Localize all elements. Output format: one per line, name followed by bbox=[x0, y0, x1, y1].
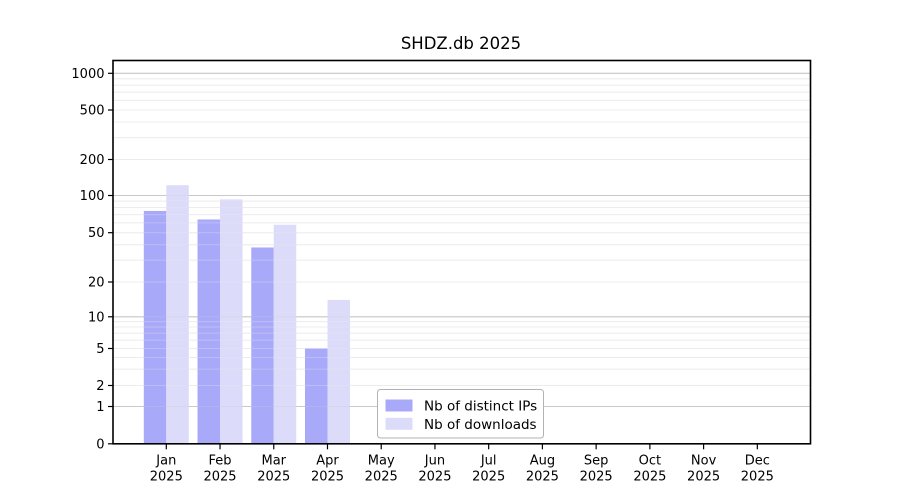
x-tick-label-year: 2025 bbox=[633, 470, 666, 485]
y-tick-label: 5 bbox=[96, 342, 104, 357]
y-tick-label: 500 bbox=[80, 104, 105, 119]
x-tick-label-month: Dec bbox=[745, 454, 770, 469]
x-tick-label-year: 2025 bbox=[526, 470, 559, 485]
legend-label-distinct-ips: Nb of distinct IPs bbox=[424, 399, 537, 415]
chart-title: SHDZ.db 2025 bbox=[401, 34, 521, 53]
bar-distinct-ips-apr bbox=[304, 348, 328, 444]
y-tick-label: 100 bbox=[80, 189, 105, 204]
y-tick-label: 10 bbox=[88, 310, 105, 325]
legend-swatch-distinct-ips bbox=[385, 399, 413, 412]
x-tick-label-year: 2025 bbox=[257, 470, 290, 485]
bar-distinct-ips-mar bbox=[251, 247, 274, 444]
x-tick-label-year: 2025 bbox=[687, 470, 720, 485]
x-tick-label-year: 2025 bbox=[472, 470, 505, 485]
x-tick-label-month: May bbox=[368, 454, 395, 469]
x-tick-label-year: 2025 bbox=[203, 470, 236, 485]
legend-swatch-downloads bbox=[385, 417, 413, 430]
x-tick-label-year: 2025 bbox=[580, 470, 613, 485]
y-tick-label: 1000 bbox=[71, 67, 104, 82]
x-tick-label-month: Nov bbox=[691, 454, 717, 469]
legend-box bbox=[377, 389, 544, 439]
bar-distinct-ips-feb bbox=[197, 219, 221, 444]
bar-downloads-jan bbox=[166, 185, 189, 444]
plot-border bbox=[112, 59, 812, 445]
x-tick-label-month: Jan bbox=[155, 454, 176, 469]
bar-distinct-ips-jan bbox=[143, 210, 167, 444]
legend-label-downloads: Nb of downloads bbox=[424, 417, 537, 433]
x-tick-label-month: Mar bbox=[261, 454, 286, 469]
x-tick-label-month: Jun bbox=[424, 454, 445, 469]
plot-area: 01251020501002005001000Jan2025Feb2025Mar… bbox=[71, 59, 812, 485]
x-tick-label-month: Apr bbox=[316, 454, 339, 469]
x-tick-label-month: Aug bbox=[530, 454, 555, 469]
x-tick-label-month: Oct bbox=[639, 454, 661, 469]
y-tick-label: 0 bbox=[96, 437, 104, 452]
x-tick-label-year: 2025 bbox=[741, 470, 774, 485]
bar-downloads-apr bbox=[327, 299, 350, 444]
bar-downloads-mar bbox=[273, 224, 297, 444]
x-tick-label-month: Feb bbox=[209, 454, 232, 469]
x-tick-label-year: 2025 bbox=[418, 470, 451, 485]
x-tick-label-year: 2025 bbox=[365, 470, 398, 485]
x-tick-label-year: 2025 bbox=[150, 470, 183, 485]
y-tick-label: 50 bbox=[88, 226, 105, 241]
y-tick-label: 200 bbox=[80, 153, 105, 168]
y-tick-label: 2 bbox=[96, 379, 104, 394]
bar-downloads-feb bbox=[220, 199, 243, 444]
y-tick-label: 20 bbox=[88, 276, 105, 291]
x-tick-label-month: Sep bbox=[584, 454, 609, 469]
x-tick-label-year: 2025 bbox=[311, 470, 344, 485]
legend: Nb of distinct IPs Nb of downloads bbox=[377, 389, 544, 439]
x-tick-label-month: Jul bbox=[480, 454, 497, 469]
y-tick-label: 1 bbox=[96, 400, 104, 415]
